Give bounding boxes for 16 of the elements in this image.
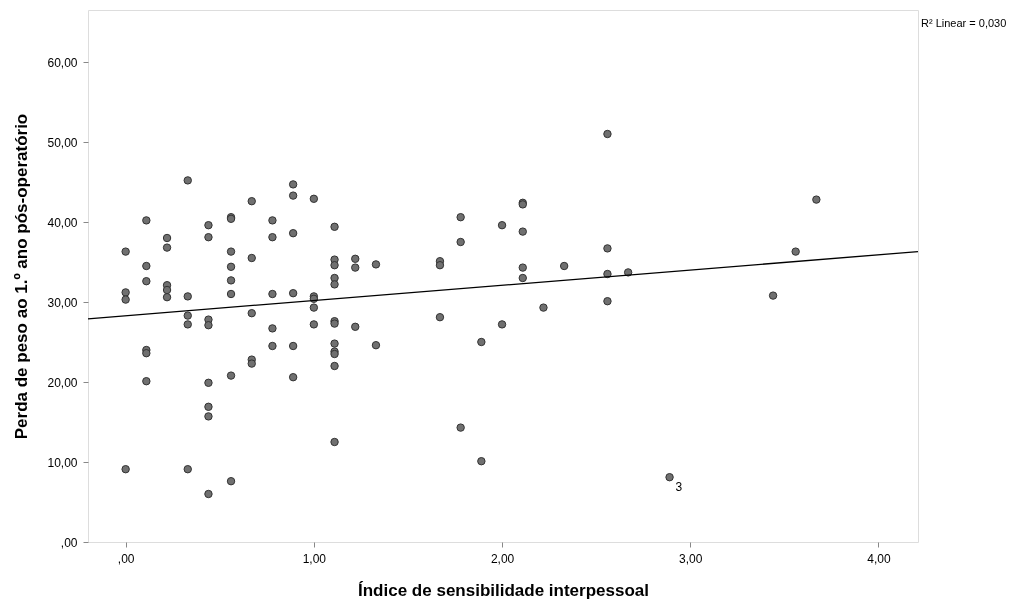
y-tick-label: 30,00 xyxy=(47,295,78,310)
x-axis-title: Índice de sensibilidade interpessoal xyxy=(358,580,649,600)
y-axis-title: Perda de peso ao 1.º ano pós-operatório xyxy=(12,113,32,440)
x-tick-label: 4,00 xyxy=(867,551,891,566)
y-tick-label: 60,00 xyxy=(47,55,78,70)
y-tick-label: 20,00 xyxy=(47,375,78,390)
y-tick-label: ,00 xyxy=(60,535,78,550)
x-tick-label: 1,00 xyxy=(302,551,327,566)
annotation: 3 xyxy=(675,480,683,495)
y-tick-label: 50,00 xyxy=(47,135,78,150)
x-tick-label: ,00 xyxy=(117,551,135,566)
y-tick-label: 10,00 xyxy=(47,455,78,470)
y-tick-label: 40,00 xyxy=(47,215,78,230)
x-tick-label: 2,00 xyxy=(490,551,515,566)
x-tick-label: 3,00 xyxy=(679,551,703,566)
text: R² Linear = 0,030 xyxy=(921,17,1007,29)
